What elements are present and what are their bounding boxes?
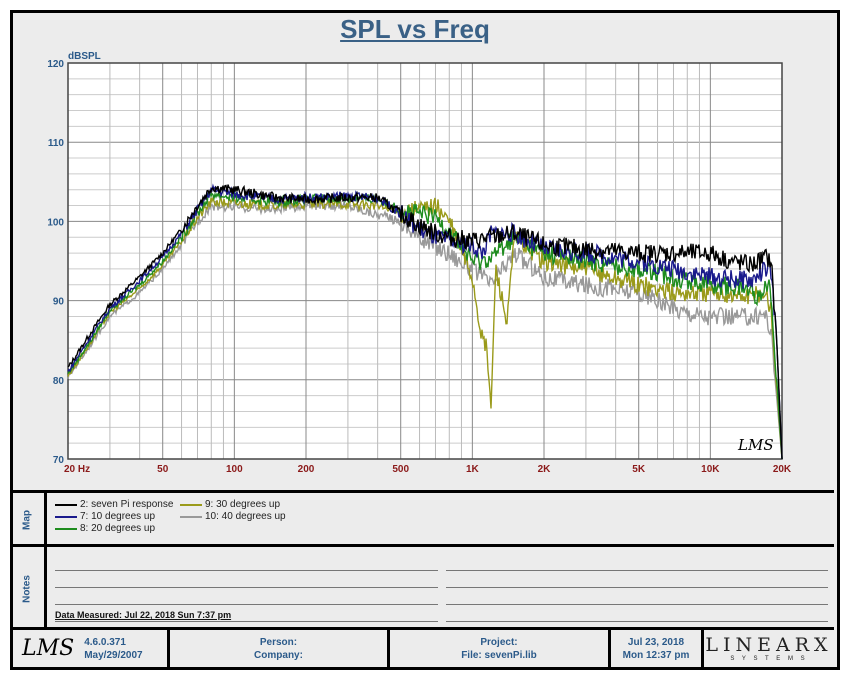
lms-logo: LMS <box>22 636 75 661</box>
legend-swatch <box>55 503 77 506</box>
note-line <box>446 587 828 588</box>
series-line-1 <box>67 184 783 460</box>
x-tick-label: 1K <box>466 464 480 475</box>
footer-version-cell: LMS 4.6.0.371 May/29/2007 <box>10 630 170 667</box>
notes-label-cell: Notes <box>10 547 47 630</box>
legend-item: 8: 20 degrees up <box>55 523 155 534</box>
x-tick-label: 5K <box>632 464 646 475</box>
footer-date-cell: Jul 23, 2018 Mon 12:37 pm <box>611 630 704 667</box>
date: Jul 23, 2018 <box>627 636 685 648</box>
footer-project-cell: Project: File: sevenPi.lib <box>390 630 611 667</box>
x-tick-label: 20K <box>773 464 792 475</box>
x-tick-label: 200 <box>298 464 315 475</box>
y-tick-label: 120 <box>47 59 64 70</box>
legend-label: 2: seven Pi response <box>80 499 174 510</box>
project: Project: <box>480 636 518 648</box>
legend-label: 7: 10 degrees up <box>80 511 156 522</box>
time: Mon 12:37 pm <box>622 649 690 661</box>
legend-item: 7: 10 degrees up <box>55 511 155 522</box>
brand: LINEARX <box>705 633 833 656</box>
legend-swatch <box>180 503 202 506</box>
chart-title: SPL vs Freq <box>340 14 490 44</box>
series-line-2 <box>67 183 783 460</box>
y-axis-label: dBSPL <box>68 51 101 62</box>
legend-swatch <box>180 515 202 518</box>
x-tick-label: 20 Hz <box>64 464 90 475</box>
x-tick-label: 50 <box>157 464 169 475</box>
y-tick-label: 110 <box>48 138 65 149</box>
spl-chart: 70 80 90 100 110 120 dBSPL 20 Hz 50 100 200 500 1K 2K… <box>47 51 792 475</box>
note-line <box>55 604 438 605</box>
lms-watermark: LMS <box>737 436 774 454</box>
x-tick-label: 2K <box>538 464 552 475</box>
plot-area <box>68 63 782 459</box>
note-line <box>446 621 828 622</box>
person: Person: <box>259 636 298 648</box>
note-line <box>446 570 828 571</box>
legend-swatch <box>55 515 77 518</box>
note-line <box>55 621 438 622</box>
legend-item: 9: 30 degrees up <box>180 499 280 510</box>
version-date: May/29/2007 <box>84 649 143 661</box>
notes-label: Notes <box>21 574 33 603</box>
footer: LMS 4.6.0.371 May/29/2007 Person: Company:… <box>10 627 834 667</box>
x-tick-label: 100 <box>226 464 243 475</box>
series-line-3 <box>67 191 783 460</box>
map-section: Map 2: seven Pi response 7: 10 degrees up… <box>10 490 834 547</box>
y-tick-label: 80 <box>53 376 65 387</box>
note-line <box>446 604 828 605</box>
company: Company: <box>254 649 303 661</box>
brand-sub: S Y S T E M S <box>730 655 808 662</box>
note-line <box>55 570 438 571</box>
footer-person-cell: Person: Company: <box>170 630 390 667</box>
y-tick-label: 70 <box>53 455 65 466</box>
note-line <box>55 587 438 588</box>
version: 4.6.0.371 <box>84 636 126 648</box>
y-tick-label: 100 <box>47 217 64 228</box>
linearx-logo: LINEARX S Y S T E M S <box>704 630 834 667</box>
map-label: Map <box>21 510 33 530</box>
file: File: sevenPi.lib <box>461 649 537 661</box>
map-label-cell: Map <box>10 493 47 547</box>
legend-label: 10: 40 degrees up <box>205 511 286 522</box>
plot-border <box>67 62 783 460</box>
legend-label: 8: 20 degrees up <box>80 523 156 534</box>
notes-section: Notes Data Measured: Jul 22, 2018 Sun 7:… <box>10 544 834 630</box>
legend-label: 9: 30 degrees up <box>205 499 281 510</box>
x-tick-label: 10K <box>701 464 720 475</box>
legend-swatch <box>55 527 77 530</box>
x-tick-label: 500 <box>392 464 409 475</box>
data-measured: Data Measured: Jul 22, 2018 Sun 7:37 pm <box>55 610 232 620</box>
legend-item: 2: seven Pi response <box>55 499 173 510</box>
y-tick-label: 90 <box>53 297 65 308</box>
legend-item: 10: 40 degrees up <box>180 511 286 522</box>
